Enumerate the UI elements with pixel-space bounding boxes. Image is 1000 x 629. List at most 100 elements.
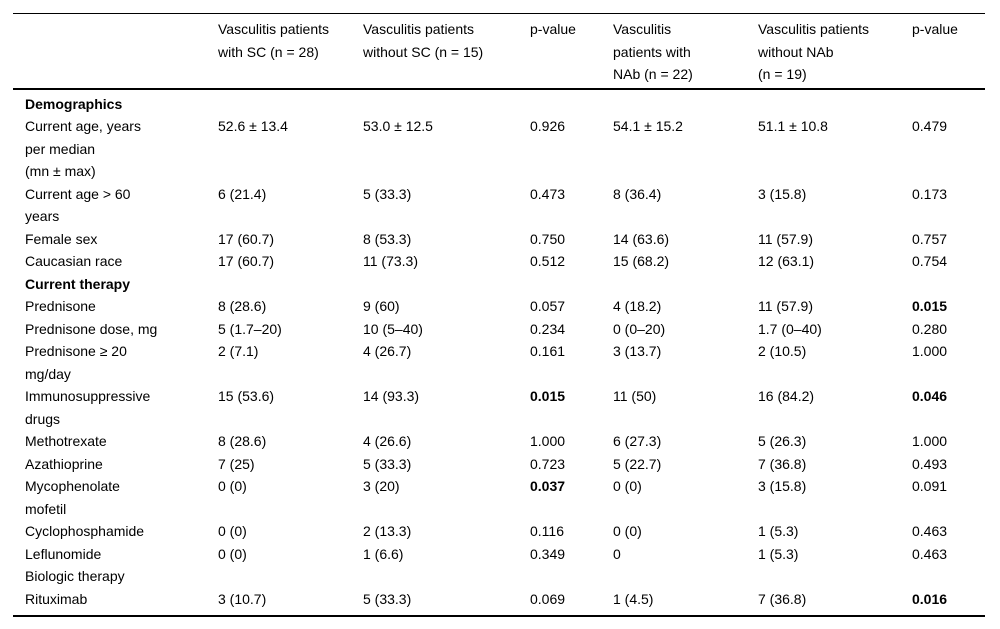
cell-value: 2 (13.3) xyxy=(363,523,412,539)
cell-value: 0.723 xyxy=(530,455,566,472)
cell-value: 5 (33.3) xyxy=(363,590,412,607)
cell-value: 6 (21.4) xyxy=(218,185,267,202)
cell-value: 3 (20) xyxy=(363,478,400,494)
cell-value: 0.016 xyxy=(912,590,948,607)
cell-value xyxy=(613,565,758,588)
table-row: Prednisone dose, mg 5 (1.7–20) 10 (5–40) 0.… xyxy=(13,318,985,341)
cell-value: 5 (22.7) xyxy=(613,455,662,472)
cell-value: 14 (63.6) xyxy=(613,230,670,247)
cell-value xyxy=(912,273,985,296)
cell-value: 12 (63.1) xyxy=(758,253,815,269)
cell-value: 0.926 xyxy=(530,118,566,134)
cell-value: 0.280 xyxy=(912,320,948,337)
row-label: Current age > 60 years xyxy=(25,185,131,225)
cell-value: 0.349 xyxy=(530,545,566,562)
cell-value: 0.234 xyxy=(530,320,566,337)
patient-comparison-table: Vasculitis patients with SC (n = 28) Vasc… xyxy=(13,14,985,615)
cell-value: 1 (4.5) xyxy=(613,590,654,607)
row-label: Mycophenolate mofetil xyxy=(25,478,120,517)
column-header: p-value xyxy=(530,14,613,90)
cell-value: 7 (25) xyxy=(218,455,255,472)
row-label: Demographics xyxy=(25,95,123,112)
cell-value: 9 (60) xyxy=(363,298,400,314)
cell-value: 0.057 xyxy=(530,298,566,314)
patient-comparison-table-wrapper: Vasculitis patients with SC (n = 28) Vasc… xyxy=(13,13,985,617)
row-label: Immunosuppressive drugs xyxy=(25,388,151,427)
table-row: Immunosuppressive drugs 15 (53.6) 14 (93.3… xyxy=(13,385,985,430)
cell-value: 0.479 xyxy=(912,118,948,134)
cell-value: 0.116 xyxy=(530,523,564,539)
cell-value: 15 (53.6) xyxy=(218,388,275,404)
cell-value xyxy=(363,89,530,116)
cell-value: 0 (0) xyxy=(613,478,642,494)
cell-value xyxy=(758,565,912,588)
cell-value xyxy=(218,89,363,116)
cell-value: 10 (5–40) xyxy=(363,320,423,337)
row-label: Female sex xyxy=(25,230,98,247)
row-label: Prednisone dose, mg xyxy=(25,320,158,337)
cell-value: 51.1 ± 10.8 xyxy=(758,118,828,134)
cell-value: 0.091 xyxy=(912,478,948,494)
cell-value: 4 (18.2) xyxy=(613,298,662,314)
row-label: Leflunomide xyxy=(25,545,102,562)
cell-value: 0.463 xyxy=(912,523,948,539)
cell-value xyxy=(363,273,530,296)
row-label: Azathioprine xyxy=(25,455,103,472)
column-header xyxy=(13,14,218,90)
cell-value: 0 (0) xyxy=(218,523,247,539)
row-label: Current age, years per median (mn ± max) xyxy=(25,118,141,179)
cell-value xyxy=(363,565,530,588)
cell-value: 0 (0–20) xyxy=(613,320,666,337)
cell-value: 0 (0) xyxy=(218,478,247,494)
cell-value: 3 (15.8) xyxy=(758,185,807,202)
cell-value: 14 (93.3) xyxy=(363,388,420,404)
row-label: Prednisone ≥ 20 mg/day xyxy=(25,343,127,382)
cell-value: 11 (73.3) xyxy=(363,253,418,269)
cell-value xyxy=(218,565,363,588)
table-row: Cyclophosphamide 0 (0) 2 (13.3) 0.116 0 (0) 1… xyxy=(13,520,985,543)
row-label: Current therapy xyxy=(25,275,131,292)
table-body: Demographics Current age, years per media… xyxy=(13,89,985,616)
cell-value: 1.000 xyxy=(912,343,948,359)
cell-value: 0.493 xyxy=(912,455,948,472)
table-row: Rituximab 3 (10.7) 5 (33.3) 0.069 1 (4.5) 7 (… xyxy=(13,588,985,616)
table-row: Prednisone 8 (28.6) 9 (60) 0.057 4 (18.2) 11 … xyxy=(13,295,985,318)
cell-value: 5 (33.3) xyxy=(363,185,412,202)
table-row: Female sex 17 (60.7) 8 (53.3) 0.750 14 (63.6… xyxy=(13,228,985,251)
row-label: Prednisone xyxy=(25,298,96,314)
cell-value: 8 (28.6) xyxy=(218,298,267,314)
cell-value: 0.512 xyxy=(530,253,566,269)
cell-value: 16 (84.2) xyxy=(758,388,815,404)
cell-value: 0.463 xyxy=(912,545,948,562)
row-label: Biologic therapy xyxy=(25,568,125,584)
cell-value: 11 (57.9) xyxy=(758,230,813,247)
cell-value: 1 (6.6) xyxy=(363,545,404,562)
cell-value xyxy=(912,565,985,588)
cell-value xyxy=(530,565,613,588)
cell-value: 1.000 xyxy=(530,433,566,449)
column-header: Vasculitis patients without SC (n = 15) xyxy=(363,14,530,90)
cell-value: 0.015 xyxy=(530,388,566,404)
header-row: Vasculitis patients with SC (n = 28) Vasc… xyxy=(13,14,985,90)
column-header: Vasculitis patients with NAb (n = 22) xyxy=(613,14,758,90)
cell-value xyxy=(758,273,912,296)
cell-value: 8 (28.6) xyxy=(218,433,267,449)
cell-value: 53.0 ± 12.5 xyxy=(363,118,433,134)
cell-value: 0.037 xyxy=(530,478,566,494)
cell-value: 6 (27.3) xyxy=(613,433,662,449)
table-row: Current age, years per median (mn ± max)… xyxy=(13,115,985,183)
cell-value: 17 (60.7) xyxy=(218,230,275,247)
cell-value: 0.046 xyxy=(912,388,948,404)
cell-value: 52.6 ± 13.4 xyxy=(218,118,288,134)
cell-value: 3 (13.7) xyxy=(613,343,662,359)
cell-value: 7 (36.8) xyxy=(758,590,807,607)
cell-value: 2 (7.1) xyxy=(218,343,259,359)
table-row: Caucasian race 17 (60.7) 11 (73.3) 0.512 15 … xyxy=(13,250,985,273)
row-label: Rituximab xyxy=(25,590,88,607)
cell-value: 4 (26.7) xyxy=(363,343,412,359)
cell-value: 15 (68.2) xyxy=(613,253,670,269)
cell-value xyxy=(530,89,613,116)
cell-value: 4 (26.6) xyxy=(363,433,412,449)
table-header: Vasculitis patients with SC (n = 28) Vasc… xyxy=(13,14,985,90)
